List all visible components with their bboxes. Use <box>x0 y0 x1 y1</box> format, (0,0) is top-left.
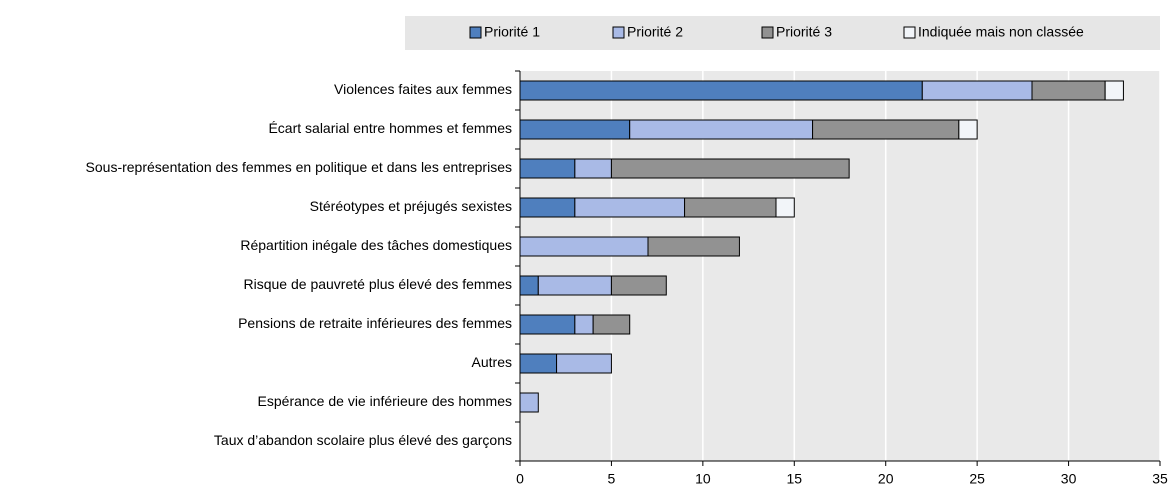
y-tick-label: Violences faites aux femmes <box>334 81 512 97</box>
x-tick-label: 35 <box>1152 471 1168 487</box>
x-tick-label: 20 <box>878 471 894 487</box>
x-tick-label: 30 <box>1061 471 1077 487</box>
y-tick-label: Écart salarial entre hommes et femmes <box>268 120 512 136</box>
bar-segment <box>574 158 612 179</box>
x-tick-label: 15 <box>786 471 802 487</box>
x-tick-label: 10 <box>695 471 711 487</box>
bar-segment <box>537 275 612 296</box>
bar-segment <box>684 197 777 218</box>
bar-segment <box>647 236 740 257</box>
bar-segment <box>1031 80 1106 101</box>
bar-segment <box>519 158 576 179</box>
y-tick-label: Stéréotypes et préjugés sexistes <box>310 198 512 214</box>
y-tick-label: Espérance de vie inférieure des hommes <box>258 393 512 409</box>
bar-segment <box>519 80 923 101</box>
x-tick-label: 5 <box>608 471 616 487</box>
bar-segment <box>812 119 960 140</box>
legend-label: Indiquée mais non classée <box>918 24 1084 40</box>
bar-segment <box>519 119 631 140</box>
legend-swatch <box>612 26 625 39</box>
x-tick-label: 0 <box>516 471 524 487</box>
y-tick-label: Pensions de retraite inférieures des fem… <box>238 315 512 331</box>
y-tick-label: Taux d’abandon scolaire plus élevé des g… <box>214 432 512 448</box>
y-tick-label: Risque de pauvreté plus élevé des femmes <box>244 276 512 292</box>
bar-segment <box>775 197 795 218</box>
bar-segment <box>556 353 612 374</box>
y-tick-label: Autres <box>472 354 512 370</box>
bar-segment <box>592 314 631 335</box>
bar-segment <box>574 197 686 218</box>
bar-segment <box>610 275 667 296</box>
y-tick-label: Sous-représentation des femmes en politi… <box>86 159 512 175</box>
x-tick-label: 25 <box>969 471 985 487</box>
bar-segment <box>921 80 1033 101</box>
bar-segment <box>519 236 649 257</box>
bar-segment <box>629 119 814 140</box>
legend-label: Priorité 2 <box>627 24 683 40</box>
bar-segment <box>958 119 978 140</box>
bar-segment <box>519 314 576 335</box>
legend-label: Priorité 3 <box>776 24 832 40</box>
y-tick-label: Répartition inégale des tâches domestiqu… <box>240 237 512 253</box>
bar-segment <box>574 314 594 335</box>
legend-swatch <box>469 26 482 39</box>
bar-segment <box>519 392 539 413</box>
legend-background <box>405 16 1160 50</box>
bar-segment <box>519 197 576 218</box>
bar-segment <box>610 158 850 179</box>
legend-swatch <box>761 26 774 39</box>
bar-segment <box>519 353 558 374</box>
bar-segment <box>519 275 539 296</box>
legend-swatch <box>903 26 916 39</box>
legend-label: Priorité 1 <box>484 24 540 40</box>
bar-segment <box>1104 80 1124 101</box>
